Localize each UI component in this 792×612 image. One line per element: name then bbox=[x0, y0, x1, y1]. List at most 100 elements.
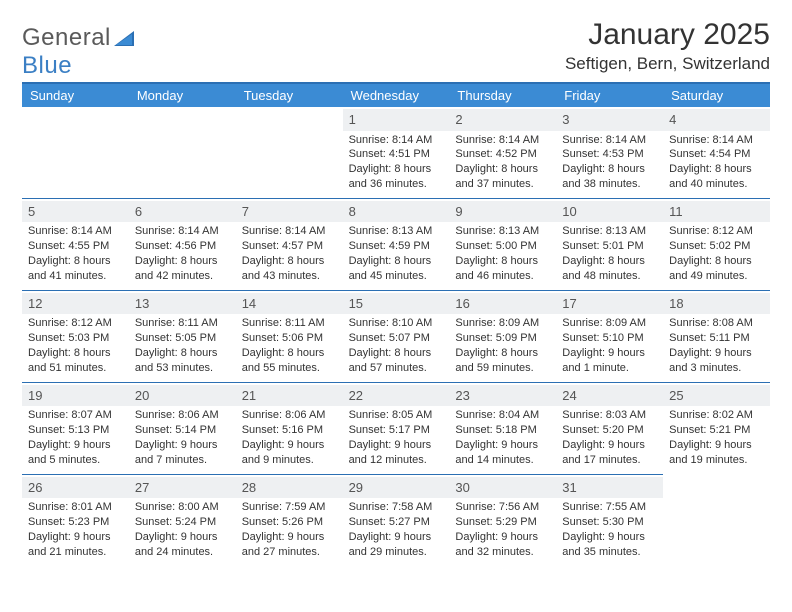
sunrise-text: Sunrise: 8:14 AM bbox=[135, 224, 230, 239]
calendar-cell: 21Sunrise: 8:06 AMSunset: 5:16 PMDayligh… bbox=[236, 382, 343, 474]
calendar-cell: 19Sunrise: 8:07 AMSunset: 5:13 PMDayligh… bbox=[22, 382, 129, 474]
sunset-text: Sunset: 4:53 PM bbox=[562, 147, 657, 162]
sunset-text: Sunset: 5:18 PM bbox=[455, 423, 550, 438]
daylight-text: Daylight: 9 hours and 35 minutes. bbox=[562, 530, 657, 560]
daylight-text: Daylight: 9 hours and 19 minutes. bbox=[669, 438, 764, 468]
sunset-text: Sunset: 5:02 PM bbox=[669, 239, 764, 254]
title-block: January 2025 Seftigen, Bern, Switzerland bbox=[565, 18, 770, 74]
daylight-text: Daylight: 9 hours and 14 minutes. bbox=[455, 438, 550, 468]
sunset-text: Sunset: 5:21 PM bbox=[669, 423, 764, 438]
daylight-text: Daylight: 8 hours and 45 minutes. bbox=[349, 254, 444, 284]
sunrise-text: Sunrise: 8:14 AM bbox=[669, 133, 764, 148]
logo-sail-icon bbox=[114, 29, 136, 47]
calendar-cell-empty bbox=[236, 107, 343, 198]
calendar-cell: 1Sunrise: 8:14 AMSunset: 4:51 PMDaylight… bbox=[343, 107, 450, 198]
calendar-cell-empty bbox=[129, 107, 236, 198]
calendar-cell: 31Sunrise: 7:55 AMSunset: 5:30 PMDayligh… bbox=[556, 474, 663, 566]
daylight-text: Daylight: 9 hours and 29 minutes. bbox=[349, 530, 444, 560]
sunset-text: Sunset: 5:20 PM bbox=[562, 423, 657, 438]
sunrise-text: Sunrise: 8:13 AM bbox=[349, 224, 444, 239]
sunset-text: Sunset: 5:23 PM bbox=[28, 515, 123, 530]
daylight-text: Daylight: 8 hours and 48 minutes. bbox=[562, 254, 657, 284]
day-number: 19 bbox=[22, 385, 129, 407]
sunrise-text: Sunrise: 8:14 AM bbox=[562, 133, 657, 148]
calendar-cell: 9Sunrise: 8:13 AMSunset: 5:00 PMDaylight… bbox=[449, 198, 556, 290]
day-number: 6 bbox=[129, 201, 236, 223]
daylight-text: Daylight: 9 hours and 32 minutes. bbox=[455, 530, 550, 560]
sunset-text: Sunset: 5:13 PM bbox=[28, 423, 123, 438]
daylight-text: Daylight: 8 hours and 42 minutes. bbox=[135, 254, 230, 284]
header: General January 2025 Seftigen, Bern, Swi… bbox=[22, 18, 770, 74]
sunrise-text: Sunrise: 8:12 AM bbox=[669, 224, 764, 239]
sunset-text: Sunset: 5:05 PM bbox=[135, 331, 230, 346]
sunrise-text: Sunrise: 8:14 AM bbox=[28, 224, 123, 239]
location: Seftigen, Bern, Switzerland bbox=[565, 54, 770, 74]
daylight-text: Daylight: 9 hours and 5 minutes. bbox=[28, 438, 123, 468]
calendar-grid: SundayMondayTuesdayWednesdayThursdayFrid… bbox=[22, 84, 770, 566]
daylight-text: Daylight: 8 hours and 55 minutes. bbox=[242, 346, 337, 376]
sunrise-text: Sunrise: 7:56 AM bbox=[455, 500, 550, 515]
calendar-cell: 5Sunrise: 8:14 AMSunset: 4:55 PMDaylight… bbox=[22, 198, 129, 290]
calendar-cell: 11Sunrise: 8:12 AMSunset: 5:02 PMDayligh… bbox=[663, 198, 770, 290]
sunrise-text: Sunrise: 8:14 AM bbox=[349, 133, 444, 148]
calendar-cell: 30Sunrise: 7:56 AMSunset: 5:29 PMDayligh… bbox=[449, 474, 556, 566]
sunset-text: Sunset: 4:55 PM bbox=[28, 239, 123, 254]
day-number: 28 bbox=[236, 477, 343, 499]
day-number: 15 bbox=[343, 293, 450, 315]
day-number: 27 bbox=[129, 477, 236, 499]
daylight-text: Daylight: 8 hours and 37 minutes. bbox=[455, 162, 550, 192]
calendar-cell: 29Sunrise: 7:58 AMSunset: 5:27 PMDayligh… bbox=[343, 474, 450, 566]
calendar-cell: 25Sunrise: 8:02 AMSunset: 5:21 PMDayligh… bbox=[663, 382, 770, 474]
sunset-text: Sunset: 5:17 PM bbox=[349, 423, 444, 438]
day-number: 25 bbox=[663, 385, 770, 407]
sunrise-text: Sunrise: 8:14 AM bbox=[455, 133, 550, 148]
day-number: 9 bbox=[449, 201, 556, 223]
sunrise-text: Sunrise: 7:58 AM bbox=[349, 500, 444, 515]
sunset-text: Sunset: 5:27 PM bbox=[349, 515, 444, 530]
daylight-text: Daylight: 8 hours and 43 minutes. bbox=[242, 254, 337, 284]
sunrise-text: Sunrise: 8:14 AM bbox=[242, 224, 337, 239]
calendar-cell: 28Sunrise: 7:59 AMSunset: 5:26 PMDayligh… bbox=[236, 474, 343, 566]
calendar-cell: 13Sunrise: 8:11 AMSunset: 5:05 PMDayligh… bbox=[129, 290, 236, 382]
logo-text-blue: Blue bbox=[22, 52, 72, 79]
sunset-text: Sunset: 5:10 PM bbox=[562, 331, 657, 346]
day-number: 29 bbox=[343, 477, 450, 499]
day-number: 10 bbox=[556, 201, 663, 223]
sunset-text: Sunset: 5:14 PM bbox=[135, 423, 230, 438]
day-number: 12 bbox=[22, 293, 129, 315]
sunrise-text: Sunrise: 8:13 AM bbox=[562, 224, 657, 239]
day-number: 24 bbox=[556, 385, 663, 407]
sunset-text: Sunset: 5:26 PM bbox=[242, 515, 337, 530]
day-number: 23 bbox=[449, 385, 556, 407]
sunset-text: Sunset: 5:03 PM bbox=[28, 331, 123, 346]
calendar-cell: 4Sunrise: 8:14 AMSunset: 4:54 PMDaylight… bbox=[663, 107, 770, 198]
daylight-text: Daylight: 9 hours and 1 minute. bbox=[562, 346, 657, 376]
day-number: 31 bbox=[556, 477, 663, 499]
day-header: Friday bbox=[556, 84, 663, 107]
sunrise-text: Sunrise: 8:09 AM bbox=[562, 316, 657, 331]
day-number: 13 bbox=[129, 293, 236, 315]
sunrise-text: Sunrise: 8:06 AM bbox=[135, 408, 230, 423]
sunset-text: Sunset: 5:06 PM bbox=[242, 331, 337, 346]
sunrise-text: Sunrise: 8:04 AM bbox=[455, 408, 550, 423]
sunset-text: Sunset: 4:59 PM bbox=[349, 239, 444, 254]
calendar-cell: 10Sunrise: 8:13 AMSunset: 5:01 PMDayligh… bbox=[556, 198, 663, 290]
logo-text-general: General bbox=[22, 24, 111, 52]
sunset-text: Sunset: 5:01 PM bbox=[562, 239, 657, 254]
daylight-text: Daylight: 8 hours and 36 minutes. bbox=[349, 162, 444, 192]
day-number: 1 bbox=[343, 109, 450, 131]
calendar-cell: 7Sunrise: 8:14 AMSunset: 4:57 PMDaylight… bbox=[236, 198, 343, 290]
day-number: 14 bbox=[236, 293, 343, 315]
daylight-text: Daylight: 9 hours and 21 minutes. bbox=[28, 530, 123, 560]
calendar-cell: 3Sunrise: 8:14 AMSunset: 4:53 PMDaylight… bbox=[556, 107, 663, 198]
sunrise-text: Sunrise: 8:11 AM bbox=[135, 316, 230, 331]
sunrise-text: Sunrise: 8:12 AM bbox=[28, 316, 123, 331]
sunrise-text: Sunrise: 7:55 AM bbox=[562, 500, 657, 515]
daylight-text: Daylight: 9 hours and 27 minutes. bbox=[242, 530, 337, 560]
day-header: Tuesday bbox=[236, 84, 343, 107]
day-number: 18 bbox=[663, 293, 770, 315]
day-number: 16 bbox=[449, 293, 556, 315]
logo-blue-text-wrap: Blue bbox=[22, 52, 72, 80]
day-number: 17 bbox=[556, 293, 663, 315]
sunset-text: Sunset: 5:00 PM bbox=[455, 239, 550, 254]
